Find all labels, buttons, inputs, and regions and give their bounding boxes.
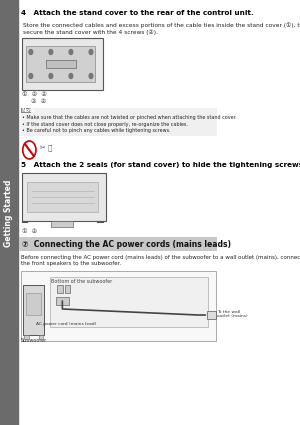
Bar xyxy=(0,0,18,425)
Text: Store the connected cables and excess portions of the cable ties inside the stan: Store the connected cables and excess po… xyxy=(23,22,300,28)
Bar xyxy=(64,285,70,293)
Bar xyxy=(50,277,208,327)
Text: ⑦  Connecting the AC power cords (mains leads): ⑦ Connecting the AC power cords (mains l… xyxy=(22,240,231,249)
Circle shape xyxy=(89,49,93,54)
Bar xyxy=(57,285,63,293)
Text: 4   Attach the stand cover to the rear of the control unit.: 4 Attach the stand cover to the rear of … xyxy=(20,10,253,16)
Text: • Make sure that the cables are not twisted or pinched when attaching the stand : • Make sure that the cables are not twis… xyxy=(22,115,237,120)
Bar xyxy=(46,60,76,68)
Text: • Be careful not to pinch any cables while tightening screws.: • Be careful not to pinch any cables whi… xyxy=(22,128,171,133)
Bar xyxy=(22,38,103,90)
Bar xyxy=(26,46,95,82)
Circle shape xyxy=(23,141,36,159)
Text: 5   Attach the 2 seals (for stand cover) to hide the tightening screws.: 5 Attach the 2 seals (for stand cover) t… xyxy=(20,162,300,168)
Bar xyxy=(23,285,44,335)
Circle shape xyxy=(29,49,33,54)
Text: Before connecting the AC power cord (mains leads) of the subwoofer to a wall out: Before connecting the AC power cord (mai… xyxy=(20,255,300,260)
Circle shape xyxy=(69,49,73,54)
Text: To the wall
outlet (mains): To the wall outlet (mains) xyxy=(217,310,248,318)
Text: • If the stand cover does not close properly, re-organize the cables.: • If the stand cover does not close prop… xyxy=(22,122,188,127)
Circle shape xyxy=(29,74,33,79)
Bar xyxy=(20,108,31,113)
Bar xyxy=(19,237,217,251)
Text: ②  ②: ② ② xyxy=(31,99,46,104)
Text: ①  ②  ②: ① ② ② xyxy=(22,92,47,97)
Bar xyxy=(56,297,69,305)
Circle shape xyxy=(49,49,53,54)
Bar xyxy=(207,311,216,319)
Bar xyxy=(27,182,98,212)
Bar xyxy=(24,335,28,339)
Text: Subwoofer: Subwoofer xyxy=(21,338,47,343)
Text: secure the stand cover with the 4 screws (②).: secure the stand cover with the 4 screws… xyxy=(23,29,158,34)
Text: ✂ 🔩: ✂ 🔩 xyxy=(40,144,52,151)
Text: AC power cord (mains lead): AC power cord (mains lead) xyxy=(36,322,96,326)
Text: ①  ②: ① ② xyxy=(22,229,37,234)
Bar xyxy=(22,173,106,221)
Bar xyxy=(39,335,43,339)
Text: Getting Started: Getting Started xyxy=(4,179,13,246)
Circle shape xyxy=(49,74,53,79)
Bar xyxy=(20,271,216,341)
Text: Note: Note xyxy=(21,108,35,113)
Text: Bottom of the subwoofer: Bottom of the subwoofer xyxy=(51,279,112,284)
Circle shape xyxy=(69,74,73,79)
Circle shape xyxy=(89,74,93,79)
Bar xyxy=(51,221,74,227)
Bar xyxy=(20,108,217,136)
Text: the front speakers to the subwoofer.: the front speakers to the subwoofer. xyxy=(20,261,121,266)
Bar xyxy=(26,293,41,315)
